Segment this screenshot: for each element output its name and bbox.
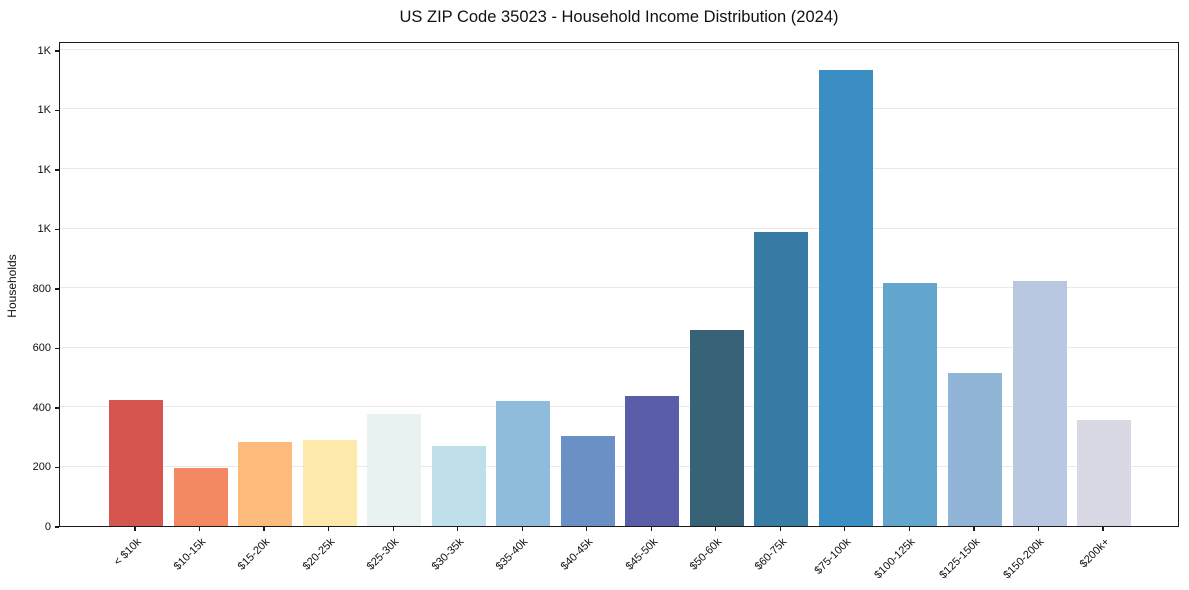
y-tick-mark <box>54 347 59 350</box>
gridline <box>60 48 1178 50</box>
bar-$35-40k <box>496 401 551 526</box>
x-tick-mark <box>328 527 330 531</box>
bar-$150-200k <box>1012 280 1067 526</box>
y-tick-mark <box>54 407 59 409</box>
gridline <box>60 465 1178 467</box>
x-tick-mark <box>844 527 846 531</box>
y-tick-mark <box>54 288 59 290</box>
bar-$10-15k <box>173 467 228 526</box>
bar-$25-30k <box>367 413 422 526</box>
y-tick-label: 800 <box>32 282 51 295</box>
y-tick-label: 0 <box>44 521 51 533</box>
x-tick-mark <box>908 527 910 531</box>
bar-$40-45k <box>560 436 615 526</box>
x-tick-mark <box>1102 527 1104 531</box>
y-tick-mark <box>54 526 59 528</box>
y-tick-mark <box>54 466 59 469</box>
x-tick-mark <box>198 527 201 531</box>
x-tick-mark <box>1037 527 1040 531</box>
y-tick-mark <box>54 50 59 52</box>
x-tick-mark <box>134 527 136 531</box>
x-tick-mark <box>715 527 717 531</box>
x-tick-mark <box>779 527 781 531</box>
bar-$20-25k <box>302 440 357 526</box>
y-tick-mark <box>54 169 59 171</box>
x-tick-mark <box>392 527 394 531</box>
x-tick-mark <box>650 527 652 531</box>
x-tick-mark <box>973 527 975 531</box>
chart-title: US ZIP Code 35023 - Household Income Dis… <box>399 8 839 26</box>
y-tick-mark <box>54 109 59 112</box>
x-tick-mark <box>586 527 588 531</box>
bar-$45-50k <box>625 396 680 526</box>
gridline <box>60 346 1178 348</box>
y-tick-label: 400 <box>32 401 51 414</box>
gridline <box>60 406 1178 407</box>
y-tick-mark <box>54 228 59 231</box>
gridline <box>60 167 1178 169</box>
bar-$60-75k <box>754 232 809 526</box>
gridline <box>60 287 1178 288</box>
bar-< $10k <box>109 400 163 526</box>
y-tick-label: 1K <box>37 223 51 236</box>
y-tick-label: 1K <box>37 163 51 176</box>
x-tick-mark <box>263 527 265 531</box>
bar-$50-60k <box>689 329 744 526</box>
y-tick-label: 1K <box>37 44 51 57</box>
x-tick-mark <box>457 527 459 531</box>
y-tick-label: 200 <box>32 461 51 474</box>
bar-$125-150k <box>947 372 1002 526</box>
bar-$75-100k <box>818 69 873 526</box>
gridline <box>60 108 1178 110</box>
gridline <box>60 227 1178 229</box>
bar-$200k+ <box>1077 420 1131 526</box>
y-tick-label: 600 <box>32 342 51 355</box>
y-tick-label: 1K <box>37 104 51 117</box>
plot-area <box>59 42 1179 527</box>
bar-$100-125k <box>883 283 938 526</box>
bar-$30-35k <box>431 446 486 526</box>
bar-$15-20k <box>238 442 293 526</box>
x-tick-mark <box>521 527 523 531</box>
